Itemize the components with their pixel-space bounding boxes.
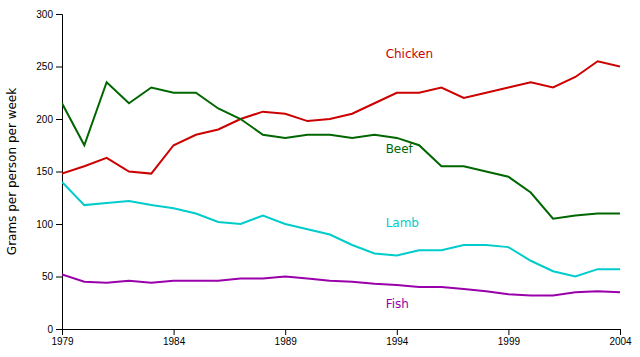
annotations: Chicken Beef Lamb Fish [386,47,433,311]
tick-mark [508,329,509,335]
tick-label: 1984 [163,336,186,347]
tick-label: 50 [42,271,54,282]
series-line [62,82,620,219]
tick-mark [56,277,62,278]
series-label: Lamb [386,216,419,230]
tick: 1989 [275,329,298,347]
tick-mark [285,329,286,335]
tick-label: 1994 [386,336,409,347]
tick-label: 100 [36,219,53,230]
tick-label: 1979 [51,336,74,347]
series-line [62,61,620,173]
tick-label: 200 [36,114,53,125]
series-line [62,182,620,277]
series-label: Beef [386,142,414,156]
tick-mark [620,329,621,335]
tick-mark [397,329,398,335]
y-axis: 0 50 100 150 200 250 300 [36,9,62,335]
series-line [62,274,620,295]
tick: 1999 [498,329,521,347]
tick: 50 [42,271,62,282]
tick: 1994 [386,329,409,347]
tick-mark [56,67,62,68]
axis-domain [63,330,621,336]
tick: 300 [36,9,62,20]
tick: 200 [36,114,62,125]
tick-label: 250 [36,61,53,72]
series-label: Fish [386,297,409,311]
tick-label: 2004 [609,336,632,347]
chart: 1979 1984 1989 1994 1999 2004 0 50 100 150 200 250 3… [0,0,640,357]
tick-mark [56,14,62,15]
tick-mark [174,329,175,335]
tick: 1979 [51,329,74,347]
plot-area: 1979 1984 1989 1994 1999 2004 0 50 100 150 200 250 3… [36,9,632,347]
tick-mark [56,172,62,173]
tick: 2004 [609,329,632,347]
axis-domain [56,15,63,330]
tick-label: 1999 [498,336,521,347]
series-label: Chicken [386,47,433,61]
tick-label: 150 [36,166,53,177]
tick: 0 [47,324,62,335]
tick-mark [56,329,62,330]
tick-mark [56,224,62,225]
tick: 150 [36,166,62,177]
x-axis: 1979 1984 1989 1994 1999 2004 [51,329,632,347]
tick-mark [56,119,62,120]
tick-label: 1989 [275,336,298,347]
tick: 1984 [163,329,186,347]
lines [62,61,620,295]
y-axis-title: Grams per person per week [5,88,19,255]
tick: 250 [36,61,62,72]
tick-label: 0 [47,324,53,335]
tick-label: 300 [36,9,53,20]
tick: 100 [36,219,62,230]
